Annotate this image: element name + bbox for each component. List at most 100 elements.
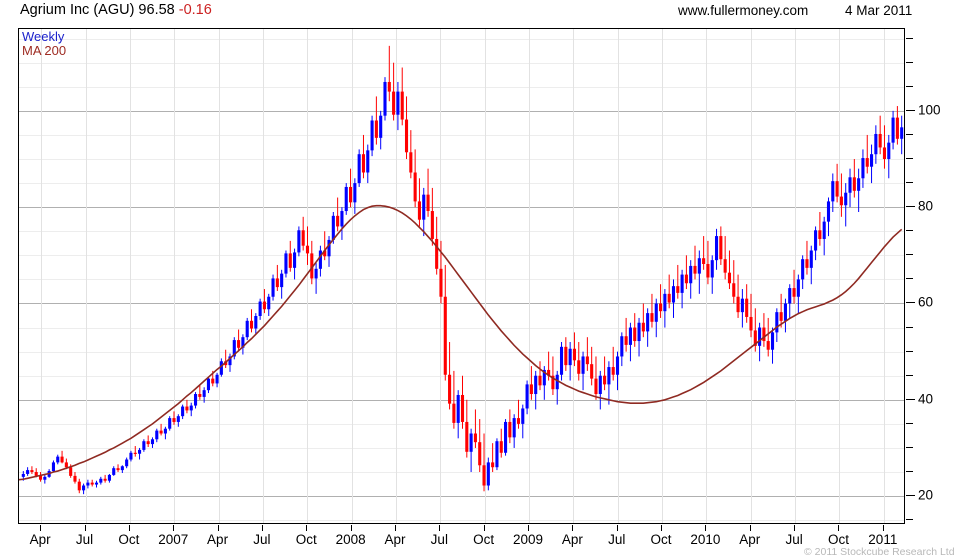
candle-body [900,127,904,139]
candle-body [839,196,843,206]
candle-body [228,356,232,366]
x-axis-label: Oct [118,532,140,547]
candle-body [491,462,495,468]
candle-body [508,421,512,438]
candle-body [585,356,589,365]
x-axis-tick [883,525,884,531]
candle-body [714,236,719,261]
candle-body [163,428,167,434]
candle-body [133,452,137,454]
candle-body [245,320,249,338]
y-axis-tick [906,110,915,111]
x-axis-label: Apr [561,532,583,547]
x-axis-tick [838,525,839,531]
y-axis-tick [906,423,913,424]
candle-body [56,456,60,463]
candle-body [138,449,142,454]
candle-body [486,462,490,486]
candle-body [684,274,688,284]
gridline-horizontal [19,328,904,329]
candle-body [310,253,314,279]
instrument-quote-label: Agrium Inc (AGU) 96.58 [20,2,175,18]
candle-body [865,158,869,167]
y-axis-label: 60 [918,294,934,310]
candle-body [641,322,645,332]
candle-body [267,296,271,310]
gridline-vertical [174,29,175,523]
y-axis-tick [906,278,913,279]
y-axis-tick [906,519,913,520]
candle-body [620,336,624,357]
candle-body [758,327,762,346]
gridline-vertical [795,29,796,523]
gridline-horizontal [19,87,904,88]
candle-body [624,336,628,345]
candlestick-series [21,45,904,495]
candle-body [667,293,671,303]
x-axis-label: Apr [384,532,406,547]
x-axis-tick [484,525,485,531]
candle-body [835,181,839,197]
candle-body [615,356,620,375]
candle-body [107,474,111,481]
gridline-horizontal [19,207,904,208]
candle-body [452,403,456,423]
gridline-vertical [529,29,530,523]
candle-body [241,337,245,348]
page-title: Agrium Inc (AGU) 96.58 -0.16 [20,2,212,18]
candle-body [318,250,322,269]
candle-body [495,441,499,468]
gridline-vertical [662,29,663,523]
candle-body [628,327,632,345]
candle-body [706,264,710,278]
candle-body [77,481,81,491]
candle-body [64,462,68,468]
candle-body [874,133,878,155]
y-axis-tick [906,62,913,63]
x-axis-tick [617,525,618,531]
candle-body [598,375,602,395]
gridline-vertical [130,29,131,523]
candle-body [822,221,826,239]
y-axis-tick [906,254,913,255]
x-axis-label: Oct [473,532,495,547]
candle-body [525,384,529,409]
candle-body [323,250,327,257]
y-axis-tick [906,206,915,207]
candle-body [460,394,465,422]
gridline-horizontal [19,303,904,304]
legend-item-weekly: Weekly [22,29,65,44]
candle-body [340,211,344,227]
x-axis-label: Jul [75,532,94,547]
gridline-horizontal [19,159,904,160]
candle-body [848,177,852,193]
candle-body [736,296,740,313]
candle-body [193,394,198,406]
candle-body [607,367,611,385]
candle-body [211,378,215,384]
candle-body [422,194,426,220]
candle-body [779,312,783,321]
gridline-vertical [884,29,885,523]
candle-body [878,133,882,148]
candle-body [499,441,503,453]
candle-body [103,478,107,481]
gridline-horizontal [19,496,904,497]
y-axis-tick [906,399,915,400]
x-axis-tick [705,525,706,531]
candle-body [796,279,800,297]
candle-body [659,303,663,312]
candle-body [297,230,301,253]
y-axis-tick [906,302,915,303]
candle-body [745,298,749,317]
gridline-horizontal [19,520,904,521]
candle-body [258,301,262,317]
x-axis-tick [572,525,573,531]
x-axis-tick [306,525,307,531]
candle-body [280,273,284,288]
candle-body [504,421,508,453]
candle-body [719,236,723,260]
candle-body [284,253,288,274]
candle-body [469,433,473,452]
candle-body [314,268,318,279]
